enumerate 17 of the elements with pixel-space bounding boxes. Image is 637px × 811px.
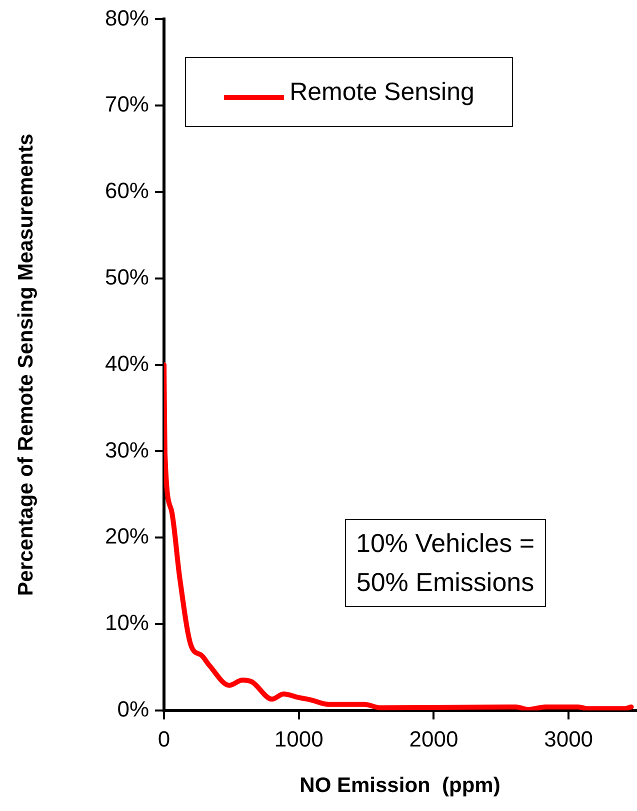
y-tick-label: 50%	[104, 264, 149, 290]
y-tick-label: 60%	[104, 178, 149, 204]
x-axis-title: NO Emission (ppm)	[300, 774, 500, 798]
x-tick-label: 2000	[409, 726, 458, 752]
y-tick-label: 30%	[104, 437, 149, 462]
x-tick-label: 0	[158, 726, 170, 752]
legend-label: Remote Sensing	[288, 78, 474, 106]
y-axis-title: Percentage of Remote Sensing Measurements	[14, 134, 38, 596]
y-tick-label: 20%	[104, 524, 149, 549]
y-tick-label: 40%	[104, 350, 149, 376]
y-tick-label: 0%	[117, 696, 149, 722]
x-tick-label: 3000	[544, 726, 594, 752]
y-tick-label: 10%	[104, 610, 149, 636]
y-tick-label: 70%	[104, 92, 149, 117]
y-tick-label: 80%	[104, 5, 149, 30]
annotation: 10% Vehicles = 50% Emissions	[345, 519, 546, 607]
x-tick-label: 1000	[274, 726, 324, 752]
